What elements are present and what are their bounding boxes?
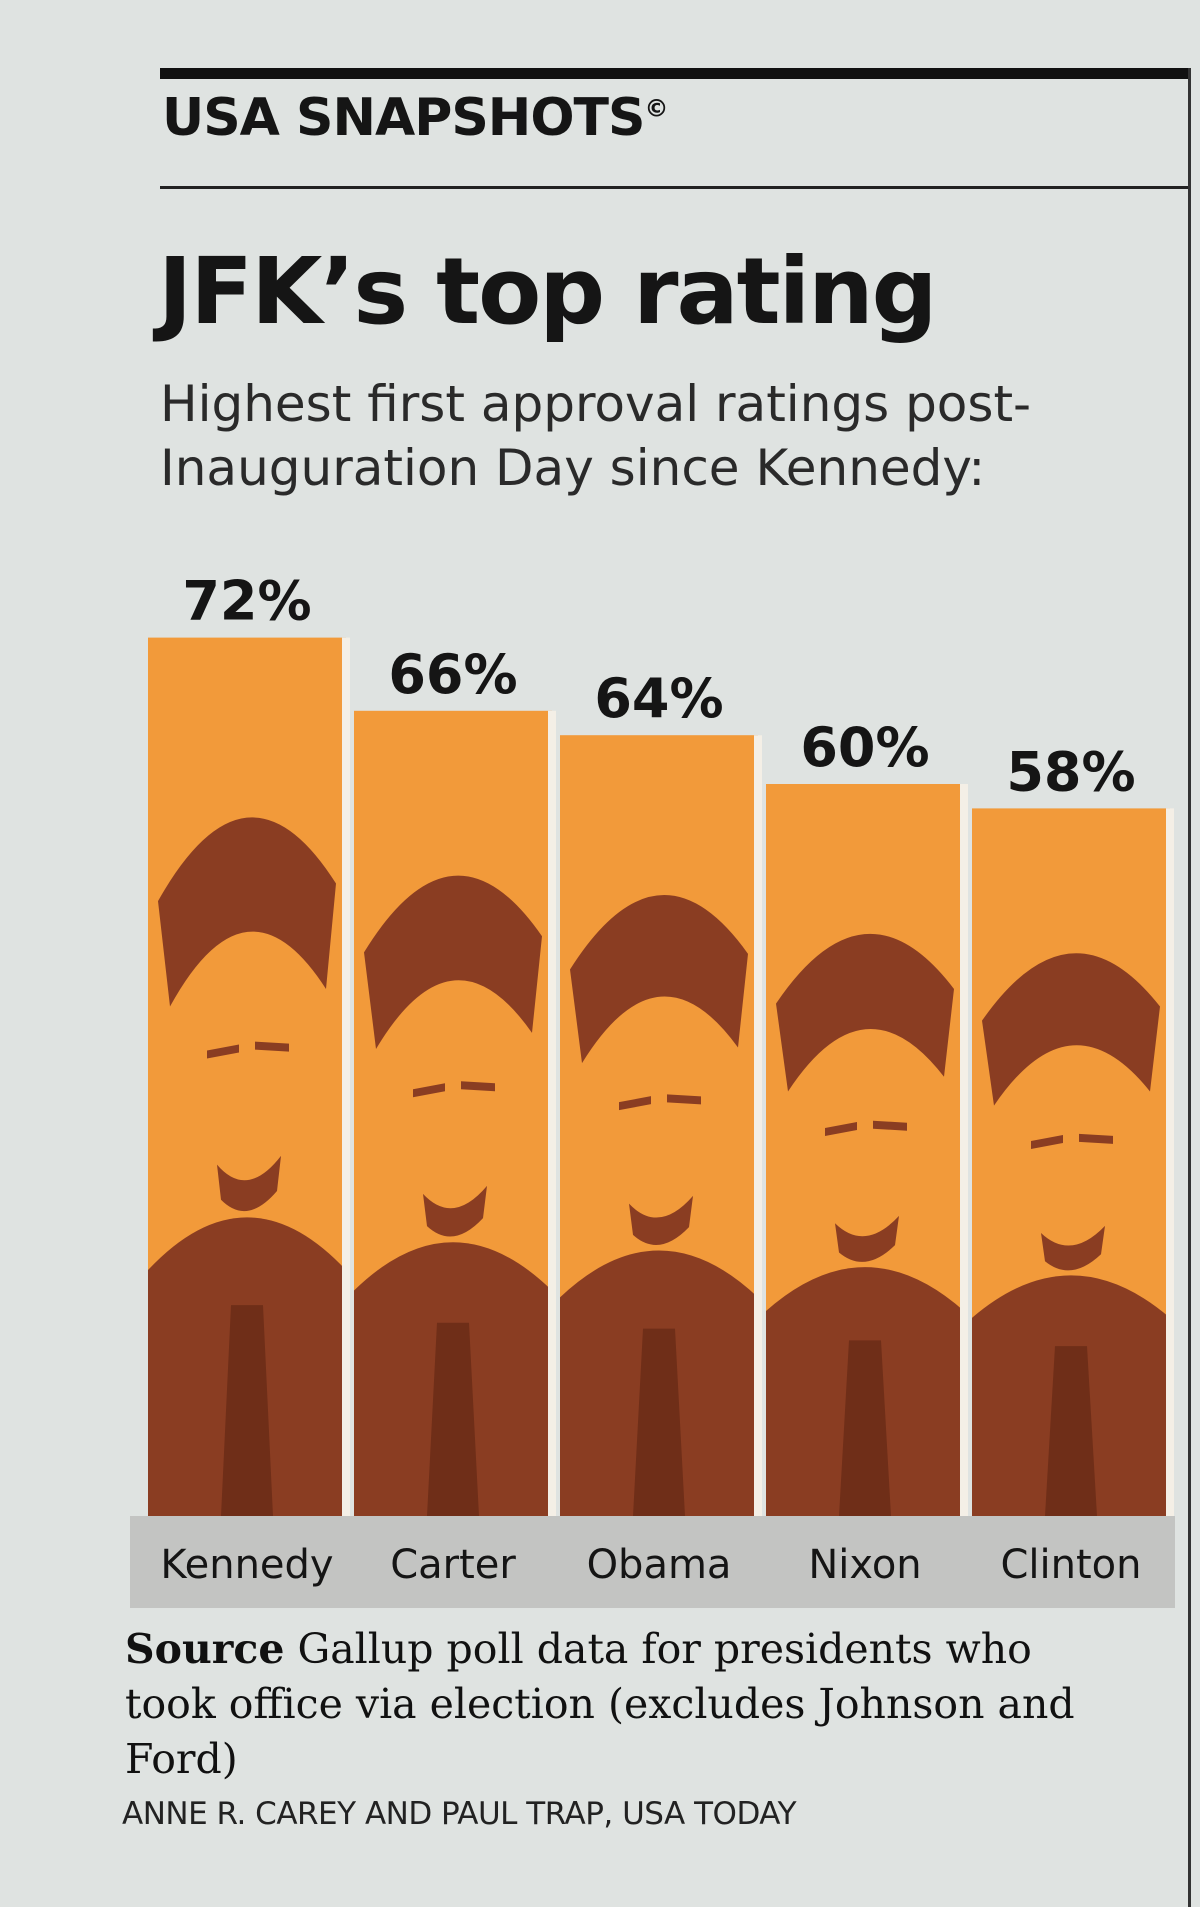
category-label: Obama <box>587 1542 732 1588</box>
bar-group-obama <box>560 735 762 1516</box>
value-label: 58% <box>1006 740 1135 803</box>
value-label: 72% <box>182 570 311 633</box>
section-name: USA SNAPSHOTS <box>162 88 645 148</box>
president-portrait-icon <box>354 875 552 1516</box>
top-rule <box>160 68 1190 79</box>
source-label: Source <box>125 1625 285 1673</box>
value-label: 66% <box>388 643 517 706</box>
bar-group-carter <box>354 710 556 1516</box>
category-label: Nixon <box>808 1542 921 1588</box>
bar-group-nixon <box>766 784 968 1516</box>
bars-layer <box>148 637 1174 1516</box>
bar-group-clinton <box>972 808 1174 1516</box>
category-label-band <box>130 1516 1175 1608</box>
president-portrait-icon <box>766 933 964 1516</box>
credit-line: ANNE R. CAREY AND PAUL TRAP, USA TODAY <box>122 1796 797 1832</box>
copyright-mark: © <box>644 94 668 123</box>
labels-layer: 72% Kennedy 66% Carter 64% Obama 60% Nixon 58% Cl… <box>160 570 1141 1588</box>
value-label: 64% <box>594 667 723 730</box>
section-label: USA SNAPSHOTS© <box>162 88 668 148</box>
column-edge-rule <box>1188 68 1191 1907</box>
president-portrait-icon <box>972 953 1170 1516</box>
category-label: Carter <box>390 1542 516 1588</box>
chart-subtitle: Highest first approval ratings post-Inau… <box>160 375 1032 497</box>
category-label: Kennedy <box>160 1542 333 1588</box>
bar-group-kennedy <box>148 637 350 1516</box>
president-portrait-icon <box>560 895 758 1516</box>
section-rule <box>160 186 1190 189</box>
value-label: 60% <box>800 716 929 779</box>
president-portrait-icon <box>148 817 346 1516</box>
category-label: Clinton <box>1000 1542 1141 1588</box>
source-note: Source Gallup poll data for presidents w… <box>125 1622 1125 1787</box>
chart-title: JFK’s top rating <box>158 238 937 345</box>
source-text: Gallup poll data for presidents who took… <box>125 1625 1075 1783</box>
